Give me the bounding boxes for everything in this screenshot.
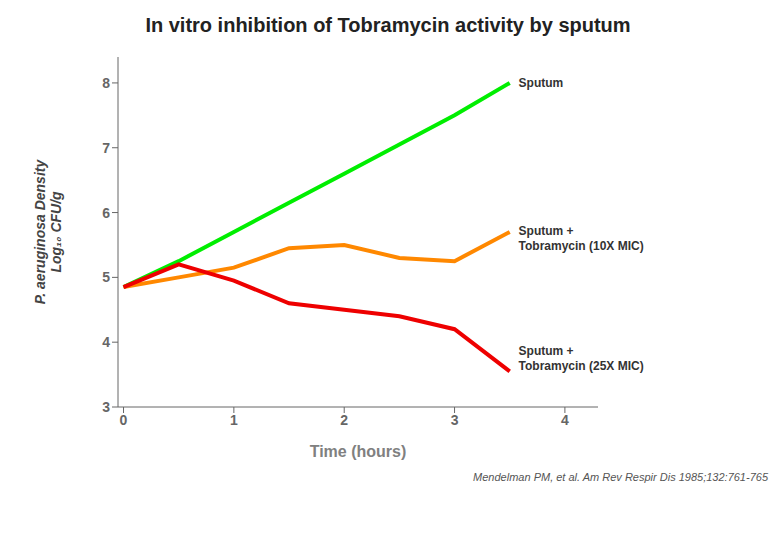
svg-text:Sputum +Tobramycin (25X MIC): Sputum +Tobramycin (25X MIC) [519,344,644,372]
svg-text:4: 4 [102,334,110,350]
html-text:In vitro inhibition of Tobramy: In vitro inhibition of Tobramycin activi… [145,14,631,36]
svg-text:Time (hours): Time (hours) [310,443,407,460]
html-text:Mendelman PM, et al. Am Rev Re: Mendelman PM, et al. Am Rev Respir Dis 1… [473,471,768,483]
svg-text:8: 8 [102,75,110,91]
svg-text:3: 3 [102,399,110,415]
svg-text:Sputum: Sputum [519,76,564,90]
svg-text:3: 3 [451,412,459,428]
svg-text:2: 2 [340,412,348,428]
svg-text:Sputum +Tobramycin (10X MIC): Sputum +Tobramycin (10X MIC) [519,224,644,252]
svg-text:4: 4 [561,412,569,428]
svg-text:P. aeruginosa DensityLog₁₀ CFU: P. aeruginosa DensityLog₁₀ CFU/g [32,159,65,305]
svg-text:7: 7 [102,140,110,156]
svg-text:1: 1 [230,412,238,428]
svg-text:5: 5 [102,269,110,285]
svg-text:6: 6 [102,205,110,221]
svg-text:0: 0 [120,412,128,428]
